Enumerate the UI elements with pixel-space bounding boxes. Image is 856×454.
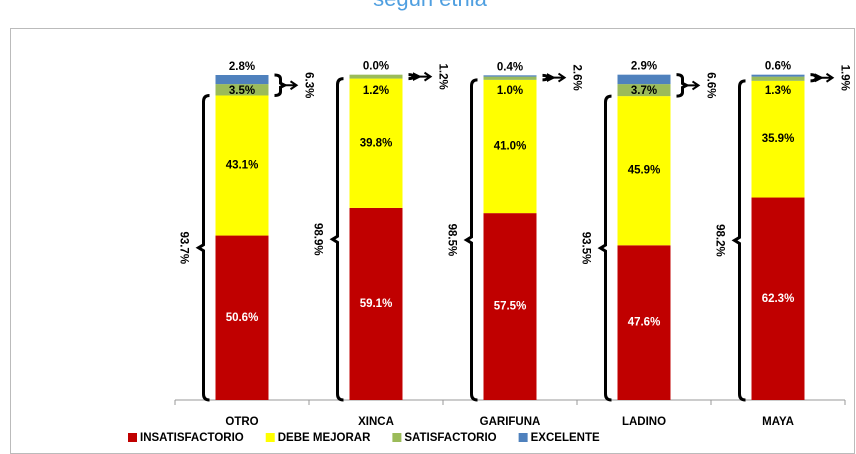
bracket-lower bbox=[463, 78, 478, 402]
bar-segment bbox=[483, 79, 537, 214]
bracket-lower bbox=[731, 79, 746, 402]
bracket-upper bbox=[408, 72, 422, 82]
bar-segment bbox=[751, 74, 805, 77]
bracket-label: 1.2% bbox=[436, 64, 448, 90]
legend-swatch bbox=[128, 433, 137, 442]
value-label: 62.3% bbox=[762, 293, 795, 305]
value-label: 2.8% bbox=[229, 61, 255, 73]
value-label: 57.5% bbox=[494, 301, 527, 313]
bracket-arrow bbox=[418, 71, 433, 82]
value-label: 3.7% bbox=[631, 85, 657, 97]
bracket-label: 98.9% bbox=[311, 223, 323, 256]
bracket-label: 93.5% bbox=[579, 232, 591, 265]
value-label: 35.9% bbox=[762, 133, 795, 145]
value-label: 45.9% bbox=[628, 165, 661, 177]
value-label: 3.5% bbox=[229, 85, 255, 97]
bar-segment bbox=[483, 76, 537, 80]
value-label: 1.3% bbox=[765, 85, 791, 97]
bracket-label: 6.6% bbox=[704, 72, 716, 98]
bar-segment bbox=[215, 235, 269, 400]
bar-segment bbox=[617, 245, 671, 400]
legend-label: EXCELENTE bbox=[531, 432, 600, 444]
bar-segment bbox=[483, 213, 537, 400]
bar-segment bbox=[349, 74, 403, 79]
legend-swatch bbox=[518, 433, 528, 442]
x-tick-label: GARIFUNA bbox=[480, 416, 541, 428]
legend-label: DEBE MEJORAR bbox=[278, 432, 371, 444]
value-label: 47.6% bbox=[628, 317, 661, 329]
bracket-lower bbox=[195, 93, 210, 402]
bracket-label: 98.5% bbox=[445, 224, 457, 257]
x-tick-label: OTRO bbox=[225, 416, 258, 428]
bar-segment bbox=[215, 84, 269, 96]
bar-segment bbox=[483, 75, 537, 77]
bar-segment bbox=[751, 197, 805, 400]
bracket-upper bbox=[810, 73, 824, 83]
bracket-upper bbox=[676, 73, 690, 98]
bar-segment bbox=[617, 96, 671, 246]
bar-segment bbox=[215, 95, 269, 236]
value-label: 0.4% bbox=[497, 61, 523, 73]
legend-label: SATISFACTORIO bbox=[404, 432, 496, 444]
bracket-upper bbox=[542, 73, 556, 83]
bracket-arrow bbox=[820, 72, 835, 83]
bar-segment bbox=[349, 207, 403, 400]
x-tick-label: LADINO bbox=[622, 416, 666, 428]
bar-segment bbox=[751, 76, 805, 81]
legend-label: INSATISFACTORIO bbox=[140, 432, 244, 444]
bracket-label: 98.2% bbox=[713, 224, 725, 257]
x-tick-label: XINCA bbox=[358, 416, 394, 428]
value-label: 1.0% bbox=[497, 85, 523, 97]
value-label: 50.6% bbox=[226, 312, 259, 324]
value-label: 1.2% bbox=[363, 85, 389, 97]
bracket-label: 93.7% bbox=[177, 231, 189, 264]
bracket-label: 2.6% bbox=[570, 64, 582, 90]
bracket-lower bbox=[597, 94, 612, 402]
legend-swatch bbox=[265, 433, 275, 442]
value-label: 43.1% bbox=[226, 160, 259, 172]
bracket-label: 6.3% bbox=[302, 72, 314, 98]
bar-segment bbox=[215, 75, 269, 85]
value-label: 39.8% bbox=[360, 137, 393, 149]
value-label: 0.0% bbox=[363, 61, 389, 73]
value-label: 2.9% bbox=[631, 61, 657, 73]
value-label: 41.0% bbox=[494, 141, 527, 153]
bracket-arrow bbox=[686, 80, 701, 91]
value-label: 59.1% bbox=[360, 298, 393, 310]
bracket-lower bbox=[329, 77, 344, 402]
bracket-arrow bbox=[284, 80, 299, 91]
value-label: 0.6% bbox=[765, 61, 791, 73]
bar-segment bbox=[617, 74, 671, 85]
bracket-label: 1.9% bbox=[838, 65, 850, 91]
bar-segment bbox=[349, 78, 403, 208]
x-tick-label: MAYA bbox=[762, 416, 794, 428]
legend-swatch bbox=[392, 433, 402, 442]
chart-border bbox=[10, 28, 855, 454]
bar-segment bbox=[617, 84, 671, 97]
chart-title: según etnia bbox=[373, 0, 488, 11]
bracket-arrow bbox=[552, 72, 567, 83]
bracket-upper bbox=[274, 73, 288, 97]
bar-segment bbox=[751, 80, 805, 198]
